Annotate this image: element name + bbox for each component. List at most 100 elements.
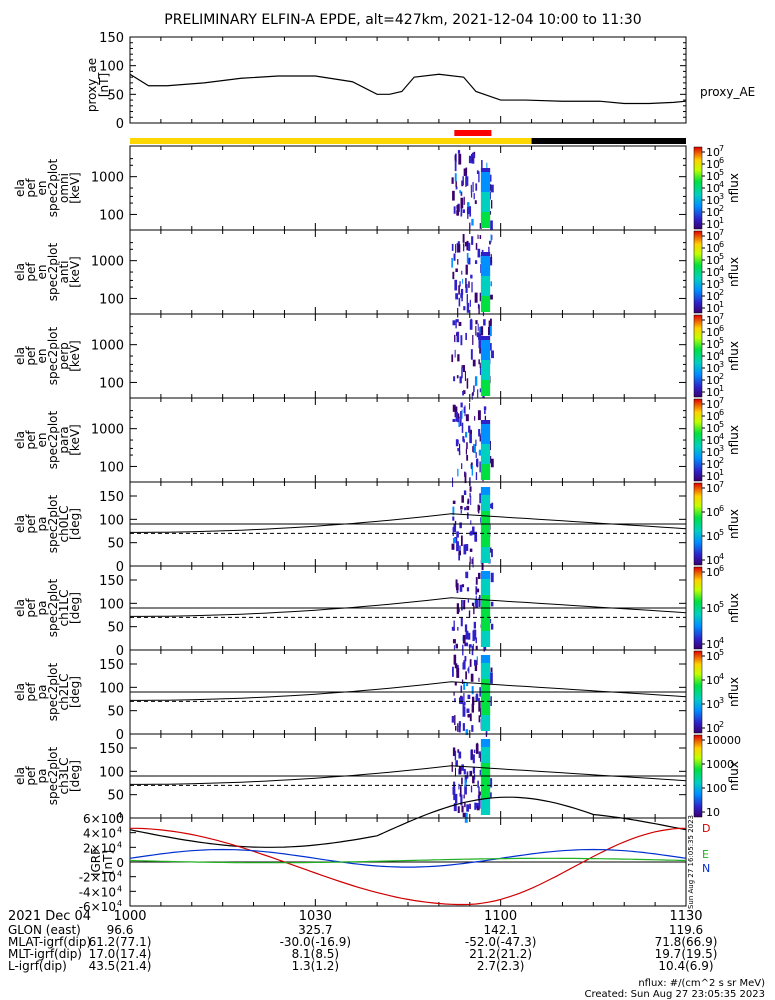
flux-core [480,695,491,699]
flux-core [480,811,491,815]
flux-pixel [454,520,457,525]
panel-ylabel: ch0LC [57,506,71,543]
flux-pixel [473,621,476,629]
flux-core [480,787,491,791]
flux-pixel [478,786,480,794]
flux-pixel [465,472,467,476]
flux-core [480,384,491,388]
y-tick-label: 1000 [91,339,124,354]
flux-pixel [457,543,459,548]
flux-pixel [470,349,473,360]
flux-pixel [474,802,477,810]
component-label: N [702,862,710,875]
flux-pixel [455,293,459,300]
cbar-tick-label: 10 [706,278,720,291]
flux-core [480,599,491,603]
flux-pixel [490,220,493,230]
panel-ylabel: pef [24,682,38,702]
flux-pixel [461,599,463,611]
flux-pixel [455,411,458,422]
component-label: E [702,848,709,861]
flux-pixel [464,802,466,808]
flux-core [480,368,491,372]
flux-pixel [465,284,468,294]
flux-core [480,763,491,767]
flux-core [480,276,491,280]
flux-pixel [478,572,481,580]
flux-pixel [469,403,471,410]
flux-core [480,727,491,731]
flux-pixel [472,391,474,396]
cbar-tick-label: 100 [706,782,727,795]
flux-pixel [490,318,492,326]
flux-core [480,344,491,348]
panel-ylabel: ela [13,179,27,197]
flux-core [480,663,491,667]
y-tick-label: 100 [99,376,124,391]
flux-pixel [457,307,459,318]
flux-pixel [455,643,458,649]
flux-core [480,503,491,507]
flux-pixel [473,193,475,200]
panel-ylabel: [keV] [68,172,82,203]
flux-pixel [462,176,464,186]
igrf-tick-exponent: 4 [117,826,122,835]
flux-pixel [489,174,492,182]
flux-pixel [467,714,471,718]
flux-core [480,543,491,547]
flux-pixel [461,422,464,433]
flux-pixel [478,429,481,437]
flux-pixel [453,645,455,651]
flux-pixel [468,242,471,251]
flux-pixel [478,304,480,314]
cbar-tick-label: 10 [706,602,720,615]
flux-pixel [458,297,461,307]
flux-core [480,296,491,300]
panel-ylabel: para [57,426,71,453]
ae-tick-label: 150 [99,31,124,46]
flux-pixel [452,537,456,544]
flux-pixel [469,548,473,552]
flux-pixel [472,182,474,193]
panel-ylabel: omni [57,173,71,203]
cbar-tick-label: 10 [706,650,720,663]
cbar-label: nflux [727,509,741,539]
flux-pixel [474,292,478,303]
flux-pixel [477,697,480,702]
flux-pixel [452,500,456,504]
flux-pixel [469,713,472,722]
cbar-tick-label: 1000 [706,758,734,771]
flux-pixel [472,766,476,774]
flux-pixel [474,200,477,204]
flux-pixel [462,706,466,717]
flux-pixel [478,751,482,759]
cbar-tick-label: 10 [706,290,720,303]
flux-pixel [453,206,456,214]
flux-core [480,639,491,643]
flux-pixel [471,749,473,760]
colorbar [693,566,703,650]
colorbar [693,734,703,818]
flux-core [480,767,491,771]
flux-core [480,699,491,703]
flux-pixel [471,703,475,713]
panel-ylabel: ch3LC [57,758,71,795]
units-note: nflux: #/(cm^2 s sr MeV) [638,978,765,989]
flux-pixel [458,552,461,561]
flux-pixel [481,560,484,571]
flux-pixel [463,168,466,177]
flux-pixel [490,294,493,300]
flux-pixel [452,528,454,536]
flux-pixel [469,659,472,667]
flux-pixel [471,218,474,226]
cbar-tick-label: 10 [706,146,720,159]
flux-core [480,260,491,264]
ae-frame [129,36,687,124]
panel-ylabel: pef [24,262,38,282]
flux-pixel [467,599,470,603]
panel-frame [129,145,687,231]
flux-pixel [454,173,457,182]
flux-core [480,759,491,763]
flux-pixel [451,715,454,723]
flux-pixel [464,656,467,662]
